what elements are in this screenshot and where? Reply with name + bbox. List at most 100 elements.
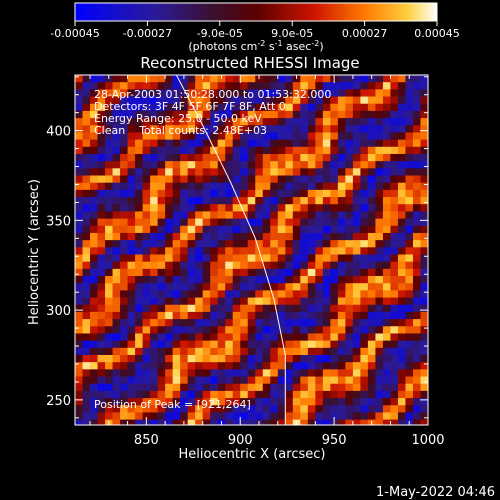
heatmap-cell bbox=[255, 189, 264, 198]
heatmap-cell bbox=[135, 197, 144, 205]
heatmap-cell bbox=[112, 232, 121, 241]
heatmap-cell bbox=[135, 304, 144, 313]
heatmap-cell bbox=[382, 283, 392, 291]
heatmap-cell bbox=[105, 89, 114, 98]
heatmap-cell bbox=[428, 412, 436, 420]
heatmap-cell bbox=[165, 319, 174, 327]
heatmap-cell bbox=[375, 189, 384, 198]
heatmap-cell bbox=[75, 204, 84, 213]
heatmap-cell bbox=[412, 204, 422, 213]
heatmap-cell bbox=[397, 319, 407, 327]
heatmap-cell bbox=[195, 89, 204, 98]
heatmap-cell bbox=[157, 347, 166, 356]
heatmap-cell bbox=[397, 89, 407, 98]
heatmap-cell bbox=[307, 110, 316, 119]
heatmap-cell bbox=[232, 383, 241, 392]
heatmap-cell bbox=[285, 125, 294, 134]
heatmap-cell bbox=[352, 240, 361, 248]
heatmap-cell bbox=[397, 82, 407, 90]
heatmap-cell bbox=[292, 376, 301, 385]
heatmap-cell bbox=[225, 118, 234, 126]
heatmap-cell bbox=[277, 96, 286, 105]
heatmap-cell bbox=[307, 362, 316, 370]
heatmap-cell bbox=[345, 311, 354, 320]
heatmap-cell bbox=[240, 311, 249, 320]
heatmap-cell bbox=[172, 311, 181, 320]
heatmap-cell bbox=[232, 304, 241, 313]
heatmap-cell bbox=[337, 326, 346, 335]
heatmap-cell bbox=[165, 218, 174, 227]
heatmap-cell bbox=[307, 268, 316, 277]
heatmap-cell bbox=[157, 175, 166, 184]
heatmap-cell bbox=[202, 311, 211, 320]
heatmap-cell bbox=[232, 153, 241, 162]
heatmap-cell bbox=[255, 232, 264, 241]
annotation-detectors: Detectors: 3F 4F 5F 6F 7F 8F, Att 0 bbox=[94, 100, 286, 113]
heatmap-cell bbox=[315, 319, 324, 327]
heatmap-cell bbox=[352, 247, 361, 256]
heatmap-cell bbox=[307, 290, 316, 299]
heatmap-cell bbox=[97, 240, 106, 248]
heatmap-cell bbox=[90, 82, 99, 90]
heatmap-cell bbox=[360, 146, 369, 155]
heatmap-cell bbox=[157, 240, 166, 248]
heatmap-cell bbox=[150, 355, 159, 363]
heatmap-cell bbox=[172, 103, 181, 112]
heatmap-cell bbox=[255, 225, 264, 234]
heatmap-cell bbox=[315, 132, 324, 141]
heatmap-cell bbox=[217, 125, 226, 134]
heatmap-cell bbox=[428, 161, 436, 169]
heatmap-cell bbox=[157, 189, 166, 198]
plot-frame bbox=[74, 74, 429, 426]
heatmap-cell bbox=[195, 125, 204, 134]
heatmap-cell bbox=[165, 175, 174, 184]
heatmap-cell bbox=[97, 326, 106, 335]
heatmap-cell bbox=[390, 232, 399, 241]
heatmap-cell bbox=[165, 276, 174, 284]
heatmap-cell bbox=[225, 362, 234, 370]
heatmap-cell bbox=[352, 405, 361, 414]
colorbar-tick-label: -0.00045 bbox=[50, 27, 99, 40]
heatmap-cell bbox=[285, 139, 294, 148]
heatmap-cell bbox=[270, 268, 279, 277]
heatmap-cell bbox=[405, 182, 414, 191]
heatmap-cell bbox=[105, 268, 114, 277]
heatmap-cell bbox=[247, 247, 256, 256]
heatmap-cell bbox=[300, 383, 309, 392]
heatmap-cell bbox=[285, 75, 294, 83]
heatmap-cell bbox=[270, 247, 279, 256]
heatmap-cell bbox=[345, 132, 354, 141]
heatmap-cell bbox=[315, 276, 324, 284]
heatmap-cell bbox=[112, 347, 121, 356]
heatmap-cell bbox=[292, 211, 301, 220]
heatmap-cell bbox=[75, 427, 83, 435]
heatmap-cell bbox=[97, 362, 106, 370]
heatmap-cell bbox=[180, 376, 189, 385]
heatmap-cell bbox=[127, 189, 136, 198]
heatmap-cell bbox=[202, 412, 211, 421]
heatmap-cell bbox=[82, 175, 91, 184]
heatmap-cell bbox=[187, 232, 196, 241]
heatmap-cell bbox=[345, 340, 354, 349]
heatmap-cell bbox=[428, 183, 436, 191]
heatmap-cell bbox=[360, 118, 369, 126]
heatmap-cell bbox=[232, 362, 241, 370]
heatmap-cell bbox=[225, 161, 234, 169]
heatmap-cell bbox=[187, 182, 196, 191]
heatmap-cell bbox=[322, 319, 331, 327]
heatmap-cell bbox=[202, 168, 211, 177]
heatmap-cell bbox=[247, 153, 256, 162]
heatmap-cell bbox=[165, 247, 174, 256]
heatmap-cell bbox=[195, 398, 204, 406]
heatmap-cell bbox=[172, 390, 181, 399]
heatmap-cell bbox=[300, 139, 309, 148]
heatmap-cell bbox=[142, 232, 151, 241]
heatmap-cell bbox=[412, 261, 422, 270]
heatmap-cell bbox=[337, 383, 346, 392]
heatmap-cell bbox=[217, 369, 226, 378]
heatmap-cell bbox=[337, 333, 346, 342]
heatmap-cell bbox=[75, 383, 84, 392]
heatmap-cell bbox=[412, 369, 422, 378]
heatmap-cell bbox=[120, 419, 129, 425]
heatmap-cell bbox=[262, 182, 271, 191]
